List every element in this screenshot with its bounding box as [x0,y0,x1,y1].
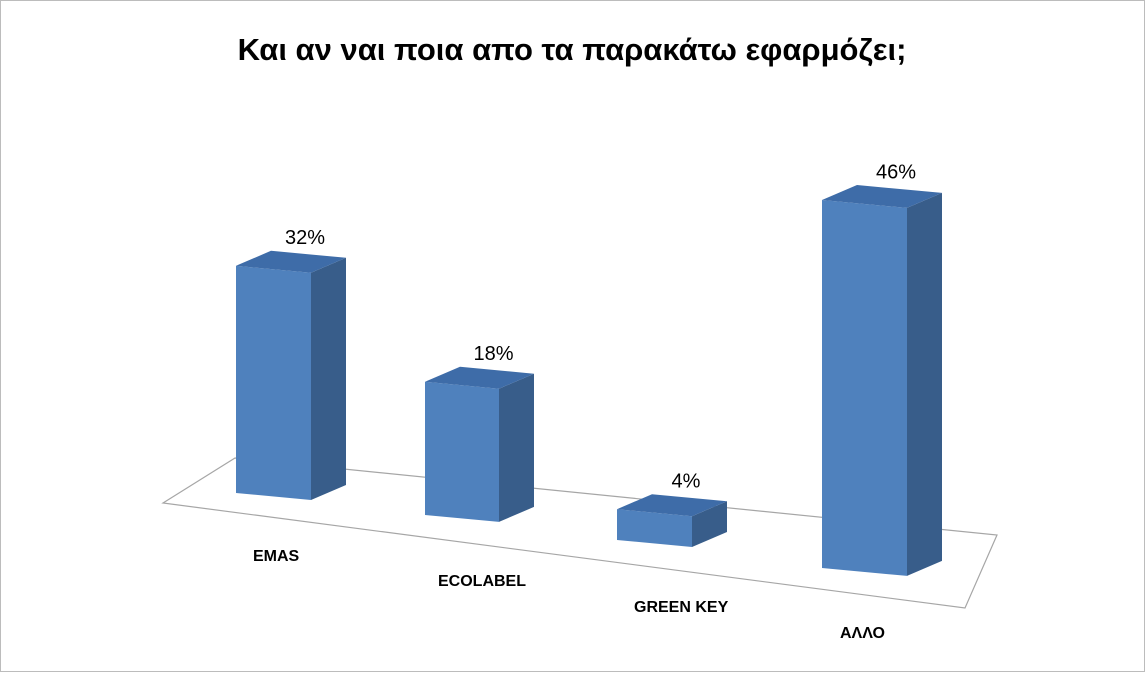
bar-side [907,192,942,576]
bar-front [236,265,311,500]
bar-top [617,494,727,517]
data-label: 4% [672,470,701,492]
bar [236,250,346,500]
bar-front [617,509,692,547]
data-label: 18% [473,343,513,365]
bar-side [311,257,346,500]
data-label: 46% [876,161,916,183]
bar [617,494,727,547]
x-tick-label: EMAS [253,548,300,565]
floor [161,457,998,609]
bar-top [822,185,942,208]
bar [822,185,942,576]
bar-top [236,250,346,273]
bar [425,366,534,522]
chart-title: Και αν ναι ποια απο τα παρακάτω εφαρμόζε… [238,32,907,67]
bar-front [425,381,499,522]
bar-front [822,200,907,576]
x-tick-label: GREEN KEY [634,599,729,616]
data-label: 32% [285,227,325,249]
bar-top [425,366,534,389]
bar-side [692,501,727,547]
bar-side [499,373,534,522]
x-tick-label: ΑΛΛΟ [840,625,885,642]
x-tick-label: ECOLABEL [438,573,526,590]
